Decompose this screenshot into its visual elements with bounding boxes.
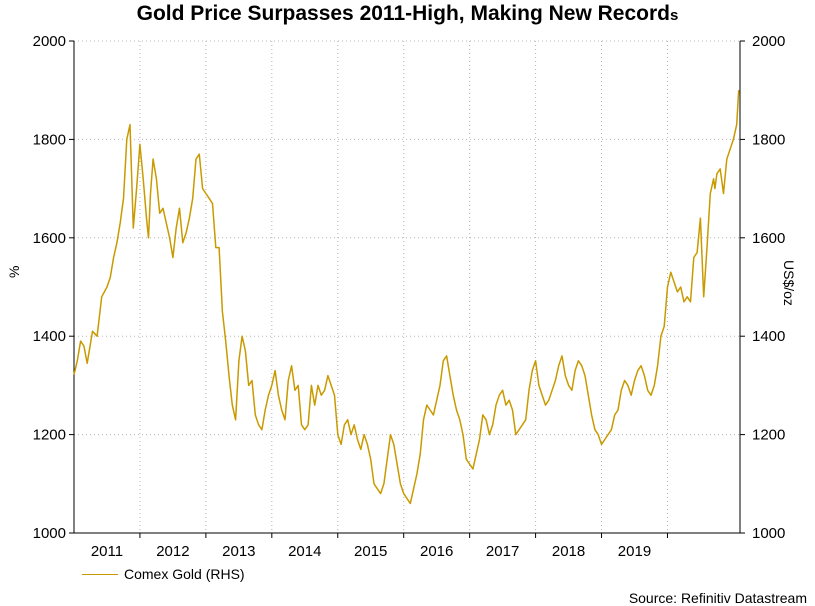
x-tick-label: 2019 <box>618 543 651 560</box>
legend: Comex Gold (RHS) <box>82 566 245 582</box>
y-tick-label-right: 1200 <box>752 427 785 444</box>
x-tick-label: 2015 <box>354 543 387 560</box>
x-tick-label: 2018 <box>552 543 585 560</box>
y-tick-label-right: 2000 <box>752 33 785 50</box>
x-tick-label: 2016 <box>420 543 453 560</box>
x-tick-label: 2012 <box>156 543 189 560</box>
y-tick-label-left: 1800 <box>33 131 66 148</box>
y-tick-label-left: 1600 <box>33 230 66 247</box>
x-tick-label: 2014 <box>288 543 321 560</box>
x-tick-label: 2011 <box>91 543 123 560</box>
y-tick-label-left: 2000 <box>33 33 66 50</box>
y-tick-label-right: 1800 <box>752 131 785 148</box>
y-tick-label-right: 1400 <box>752 328 785 345</box>
y-tick-label-right: 1000 <box>752 525 785 542</box>
chart-title: Gold Price Surpasses 2011-High, Making N… <box>136 2 679 25</box>
legend-swatch <box>82 573 118 575</box>
legend-label: Comex Gold (RHS) <box>124 566 245 582</box>
y-tick-label-right: 1600 <box>752 230 785 247</box>
y-tick-label-left: 1000 <box>33 525 66 542</box>
y-tick-label-left: 1200 <box>33 427 66 444</box>
series-line-comex-gold <box>73 90 740 505</box>
x-tick-label: 2013 <box>222 543 255 560</box>
source-note: Source: Refinitiv Datastream <box>628 590 807 606</box>
x-tick-label: 2017 <box>486 543 519 560</box>
y-tick-label-left: 1400 <box>33 328 66 345</box>
